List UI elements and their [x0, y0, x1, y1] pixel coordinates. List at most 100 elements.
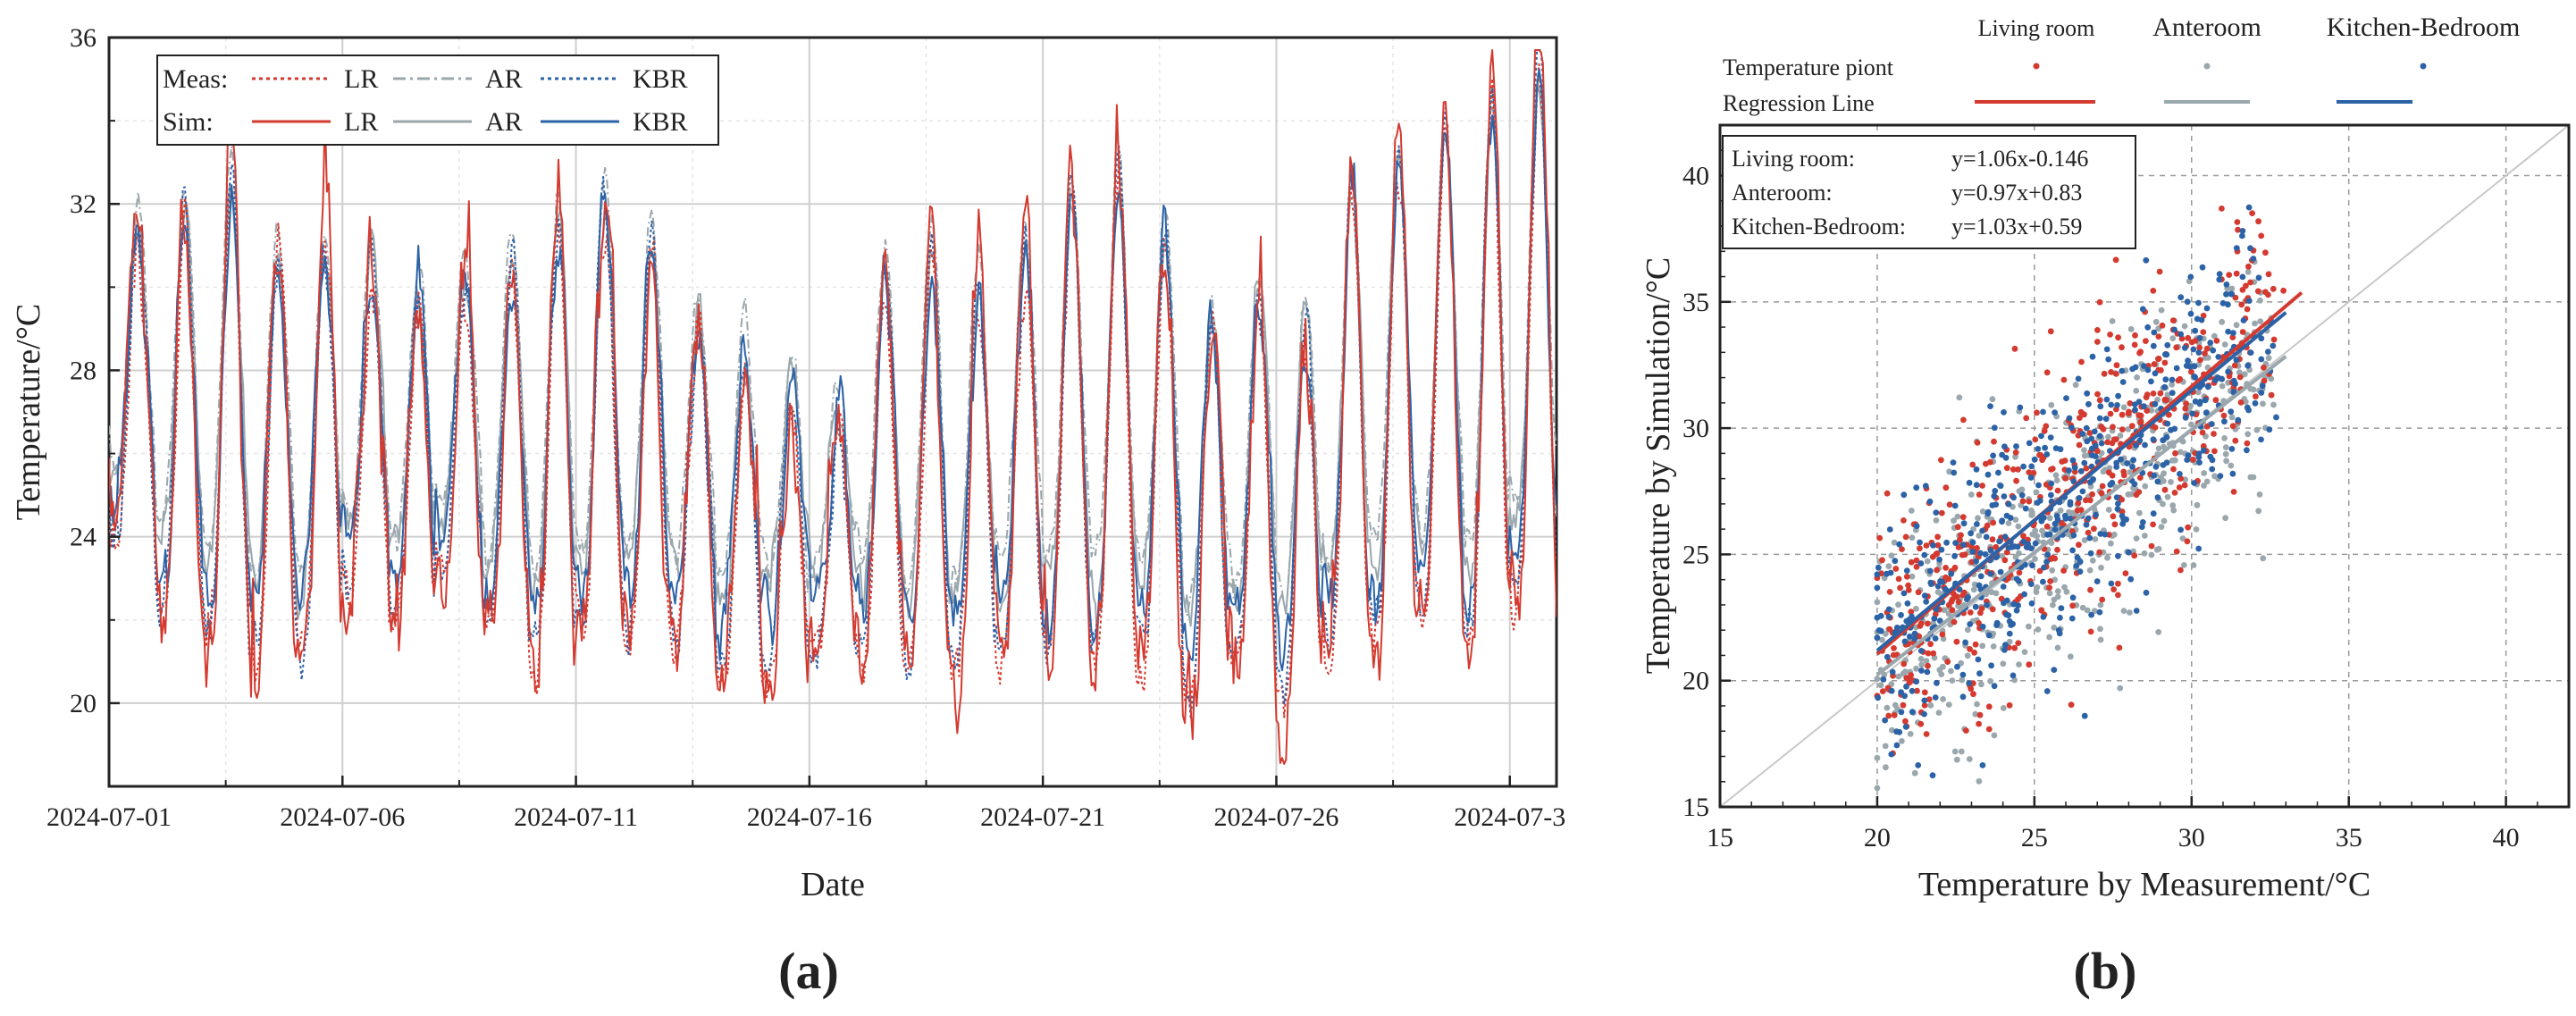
b-point-lr — [1908, 609, 1915, 615]
b-point-lr — [2116, 644, 2123, 651]
b-x-tick-label: 25 — [2021, 823, 2048, 852]
b-point-lr — [2213, 338, 2220, 344]
b-point-kbr — [1990, 452, 1997, 459]
b-point-ar — [1975, 515, 1981, 522]
b-point-ar — [2250, 474, 2257, 481]
b-point-lr — [2020, 533, 2026, 540]
b-point-kbr — [1875, 694, 1882, 701]
b-point-kbr — [2124, 460, 2131, 466]
b-point-kbr — [2020, 538, 2027, 545]
b-point-lr — [1899, 546, 1905, 552]
b-point-ar — [1924, 558, 1931, 565]
b-point-kbr — [2051, 667, 2058, 673]
b-point-kbr — [1917, 648, 1925, 654]
b-point-lr — [2232, 437, 2239, 444]
b-point-kbr — [1991, 492, 1998, 500]
b-point-lr — [2062, 474, 2068, 482]
b-point-lr — [2170, 466, 2177, 473]
b-point-ar — [2219, 318, 2226, 325]
b-point-kbr — [2152, 463, 2160, 470]
b-point-ar — [2180, 562, 2187, 568]
b-point-ar — [2250, 386, 2257, 393]
b-point-ar — [2155, 445, 2162, 452]
b-point-kbr — [2026, 440, 2033, 447]
b-point-kbr — [2048, 480, 2055, 487]
b-point-lr — [1901, 517, 1907, 524]
b-point-lr — [2144, 407, 2151, 414]
b-point-lr — [2112, 256, 2119, 264]
b-point-kbr — [1972, 603, 1979, 610]
a-x-axis-title: Date — [801, 866, 865, 903]
b-point-lr — [2122, 570, 2129, 576]
b-point-kbr — [2136, 437, 2144, 444]
b-point-kbr — [1987, 547, 1994, 554]
b-point-lr — [2006, 701, 2013, 709]
b-point-lr — [1914, 687, 1920, 694]
b-point-lr — [2184, 538, 2191, 545]
b-point-ar — [2098, 564, 2104, 571]
b-point-lr — [1879, 557, 1885, 564]
b-point-kbr — [1917, 539, 1923, 546]
b-y-tick-label: 30 — [1682, 414, 1709, 443]
b-regression-kbr — [1875, 311, 2287, 652]
b-point-kbr — [2094, 578, 2101, 584]
b-point-kbr — [2102, 531, 2109, 538]
b-point-ar — [1923, 658, 1930, 664]
b-point-kbr — [2003, 611, 2010, 618]
b-point-kbr — [2028, 463, 2035, 470]
b-point-ar — [1874, 785, 1881, 792]
b-point-lr — [2247, 279, 2254, 286]
b-point-ar — [2005, 520, 2012, 526]
b-point-kbr — [1976, 670, 1983, 677]
b-point-ar — [2270, 401, 2277, 408]
b-point-ar — [1989, 396, 1996, 403]
b-point-ar — [1976, 777, 1983, 785]
b-point-lr — [1891, 645, 1897, 651]
b-point-kbr — [2076, 495, 2083, 501]
b-point-ar — [2034, 584, 2041, 591]
b-point-lr — [1886, 626, 1893, 633]
b-point-ar — [1907, 731, 1914, 737]
b-point-ar — [1993, 590, 2000, 597]
b-point-kbr — [2057, 446, 2064, 453]
b-point-lr — [1963, 727, 1969, 734]
b-point-ar — [1918, 661, 1926, 668]
b-point-ar — [1940, 663, 1946, 670]
b-point-kbr — [1922, 483, 1929, 490]
b-point-kbr — [2195, 454, 2203, 460]
b-point-ar — [2106, 465, 2113, 472]
b-point-ar — [2257, 318, 2264, 324]
b-point-ar — [2177, 449, 2184, 456]
b-point-kbr — [1932, 635, 1939, 642]
b-point-kbr — [2199, 264, 2206, 271]
b-point-kbr — [2058, 605, 2065, 611]
a-x-tick-label: 2024-07-3 — [1454, 802, 1565, 832]
b-x-tick-label: 20 — [1864, 823, 1891, 852]
b-point-kbr — [2132, 407, 2139, 414]
b-point-lr — [2043, 423, 2050, 430]
b-point-kbr — [2018, 491, 2026, 499]
b-point-kbr — [2084, 390, 2091, 397]
panel-a-line-chart: 20 24 28 32 36 2024-07-01 2024-07-06 2024-07-11… — [10, 23, 1565, 1000]
b-point-kbr — [1968, 530, 1975, 537]
b-point-lr — [1970, 691, 1976, 698]
b-point-lr — [2152, 424, 2159, 431]
b-point-kbr — [2201, 447, 2207, 454]
b-point-lr — [2219, 206, 2225, 212]
b-point-ar — [1938, 671, 1945, 677]
b-point-lr — [2231, 362, 2238, 369]
b-point-kbr — [2067, 501, 2074, 508]
b-point-lr — [2161, 486, 2169, 493]
b-point-lr — [1886, 589, 1893, 595]
b-point-kbr — [2233, 357, 2240, 364]
b-point-lr — [2127, 400, 2134, 407]
b-y-axis-title: Temperature by Simulation/°C — [1640, 257, 1677, 674]
b-point-kbr — [2027, 581, 2035, 587]
b-point-kbr — [1936, 556, 1942, 563]
b-point-lr — [2012, 449, 2019, 456]
b-point-kbr — [2143, 589, 2150, 596]
b-point-kbr — [2028, 600, 2035, 607]
b-point-ar — [2053, 477, 2060, 483]
b-point-ar — [1951, 517, 1957, 524]
b-point-kbr — [2069, 594, 2077, 601]
